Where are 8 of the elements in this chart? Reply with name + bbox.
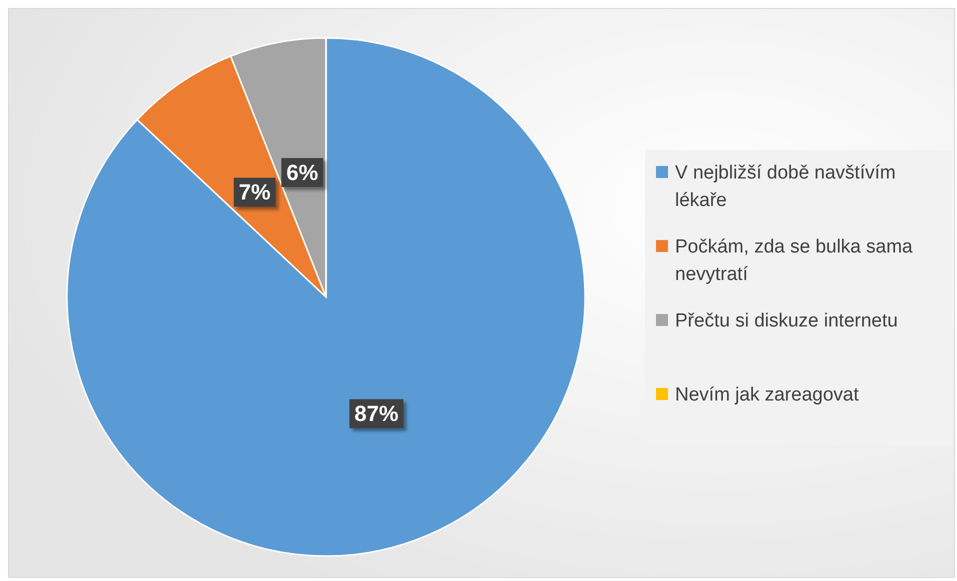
legend-label: Přečtu si diskuze internetu	[675, 310, 898, 332]
pie-slice	[66, 37, 586, 557]
slice-label: V nejbližší době navštívím lékaře	[675, 162, 896, 212]
data-label: 87%	[354, 401, 398, 426]
data-label: 6%	[286, 160, 318, 186]
data-label: 7%	[238, 180, 271, 205]
legend-label: Počkám, zda se bulka sama nevytratí	[675, 236, 914, 286]
legend-label: Nevím jak zareagovat	[675, 384, 860, 406]
